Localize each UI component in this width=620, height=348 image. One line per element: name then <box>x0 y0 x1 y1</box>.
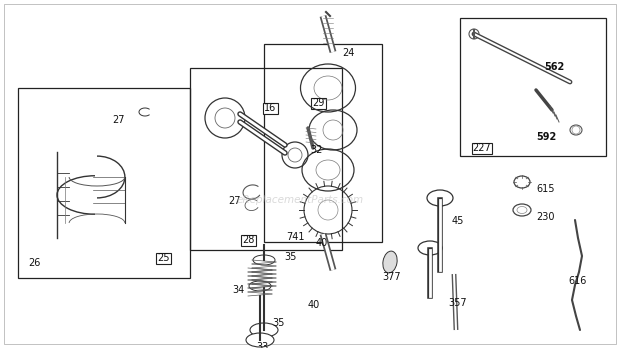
Bar <box>156 253 171 263</box>
Text: 35: 35 <box>272 318 285 328</box>
Text: 592: 592 <box>536 132 556 142</box>
Text: 230: 230 <box>536 212 554 222</box>
Text: 32: 32 <box>310 145 322 155</box>
Text: 45: 45 <box>452 216 464 226</box>
Ellipse shape <box>418 241 442 255</box>
Text: 34: 34 <box>232 285 244 295</box>
Text: 33: 33 <box>256 342 268 348</box>
Bar <box>262 103 278 113</box>
Text: 29: 29 <box>312 98 324 108</box>
Ellipse shape <box>383 251 397 273</box>
Ellipse shape <box>250 323 278 337</box>
Text: 26: 26 <box>28 258 40 268</box>
Bar <box>241 235 255 245</box>
Ellipse shape <box>427 190 453 206</box>
Text: 357: 357 <box>448 298 467 308</box>
Ellipse shape <box>246 333 274 347</box>
Text: 16: 16 <box>264 103 276 113</box>
Text: 27: 27 <box>112 115 125 125</box>
Ellipse shape <box>253 255 275 265</box>
Text: 25: 25 <box>157 253 169 263</box>
Bar <box>264 44 382 242</box>
Text: 28: 28 <box>242 235 254 245</box>
Text: 27: 27 <box>228 196 241 206</box>
Bar <box>472 142 492 153</box>
Text: 24: 24 <box>342 48 355 58</box>
Text: 562: 562 <box>544 62 564 72</box>
Text: eReplacementParts.com: eReplacementParts.com <box>236 195 363 205</box>
Ellipse shape <box>249 281 271 291</box>
Text: 227: 227 <box>472 143 492 153</box>
Text: 741: 741 <box>286 232 304 242</box>
Text: 615: 615 <box>536 184 554 194</box>
Bar <box>190 68 342 250</box>
Bar <box>18 88 190 278</box>
Bar <box>460 18 606 156</box>
Bar <box>311 97 326 109</box>
Text: 616: 616 <box>568 276 587 286</box>
Text: 35: 35 <box>284 252 296 262</box>
Text: 40: 40 <box>316 238 328 248</box>
Text: 40: 40 <box>308 300 321 310</box>
Text: 377: 377 <box>382 272 401 282</box>
